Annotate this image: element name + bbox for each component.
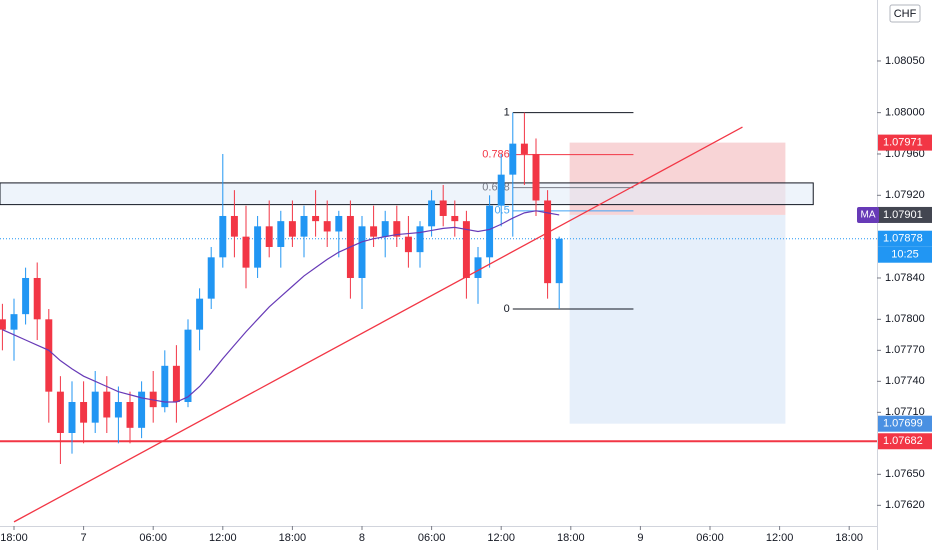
stop-price-label: 1.07971 (883, 137, 923, 149)
y-tick-label: 1.07710 (885, 406, 925, 418)
y-tick-label: 1.07960 (885, 148, 925, 160)
target-price-label-bg (878, 415, 932, 432)
candle-body (230, 215, 238, 237)
candle-body (10, 314, 18, 330)
x-tick-label: 8 (359, 532, 365, 544)
candle-body (381, 221, 389, 237)
candle-body (0, 319, 6, 330)
candle-body (288, 221, 296, 237)
x-tick-label: 18:00 (557, 532, 585, 544)
candle-body (80, 401, 88, 423)
candle-body (91, 391, 99, 423)
target-zone (569, 214, 786, 424)
candle-body (428, 200, 436, 227)
ma-badge: MA (861, 210, 876, 221)
candle-body (196, 298, 204, 330)
candle-body (404, 236, 412, 253)
x-tick-label: 18:00 (0, 532, 28, 544)
candle-body (462, 221, 470, 278)
candle-body (300, 215, 308, 237)
x-tick-label: 7 (81, 532, 87, 544)
candle-body (45, 319, 53, 392)
candle-body (277, 221, 285, 247)
candle-body (370, 226, 378, 237)
fib-label: 0.618 (482, 182, 510, 194)
candle-body (474, 257, 482, 278)
candle-body (138, 391, 146, 428)
y-tick-label: 1.07920 (885, 189, 925, 201)
axes: 1.08050 1.08000 1.07960 1.07920 1.07840 1.078… (0, 4, 932, 544)
currency-bg (889, 4, 921, 23)
x-tick-label: 9 (637, 532, 643, 544)
support-price-label-bg (878, 433, 932, 450)
candle-body (416, 226, 424, 253)
x-tick-label: 18:00 (835, 532, 863, 544)
x-tick-label: 06:00 (139, 532, 167, 544)
candle-body (68, 401, 76, 433)
support-price-label: 1.07682 (883, 435, 923, 447)
x-tick-label: 12:00 (487, 532, 515, 544)
countdown: 10:25 (891, 249, 919, 261)
candle-body (265, 226, 273, 247)
x-tick-label: 06:00 (418, 532, 446, 544)
y-tick-label: 1.07770 (885, 344, 925, 356)
candle-body (114, 401, 122, 418)
candle-body (33, 277, 41, 320)
candle-body (520, 143, 528, 154)
resistance-zone (0, 182, 814, 206)
x-tick-label: 06:00 (696, 532, 724, 544)
candle-body (439, 200, 447, 216)
candle-body (254, 226, 262, 268)
candle-body (56, 391, 64, 433)
candle-body (126, 401, 134, 428)
ma-line (2, 210, 560, 403)
candle-body (172, 365, 180, 402)
currency: CHF (894, 8, 917, 20)
x-tick-label: 12:00 (766, 532, 794, 544)
y-tick-label: 1.08050 (885, 55, 925, 67)
plot-area: 1 0.786 0.618 0.5 0 (0, 107, 877, 523)
candle-body (486, 205, 494, 258)
candle-body (335, 215, 343, 232)
candle-body (555, 238, 563, 284)
y-tick-label: 1.08000 (885, 107, 925, 119)
candle-body (312, 215, 320, 222)
candle-body (509, 143, 517, 175)
candle-body (22, 277, 30, 315)
fib-label: 0 (504, 303, 510, 315)
last-price-label-bg (878, 230, 932, 247)
candle-body (544, 200, 552, 284)
entry-price-label-bg (878, 206, 932, 223)
stop-price-label-bg (878, 134, 932, 151)
candle-body (358, 226, 366, 278)
x-tick-label: 18:00 (279, 532, 307, 544)
fib-label: 0.786 (482, 149, 510, 161)
candle-body (161, 365, 169, 408)
entry-price-label: 1.07901 (883, 209, 923, 221)
candle-body (451, 215, 459, 222)
candle-body (393, 221, 401, 237)
target-price-label: 1.07699 (883, 418, 923, 430)
fib-label: 0.5 (495, 205, 510, 217)
candle-body (207, 257, 215, 299)
y-tick-label: 1.07840 (885, 272, 925, 284)
candle-body (497, 174, 505, 206)
countdown-bg (878, 246, 932, 263)
y-tick-label: 1.07650 (885, 468, 925, 480)
y-tick-label: 1.07740 (885, 375, 925, 387)
fib-label: 1 (504, 107, 510, 119)
candle-body (242, 236, 250, 268)
candle-body (184, 329, 192, 402)
candle-body (323, 221, 331, 232)
y-tick-label: 1.07800 (885, 313, 925, 325)
y-tick-label: 1.07620 (885, 499, 925, 511)
candle-body (103, 391, 111, 418)
trendline (13, 126, 743, 523)
ma-badge-bg (857, 206, 879, 223)
candle-body (219, 215, 227, 258)
x-tick-label: 12:00 (209, 532, 237, 544)
candle-body (532, 153, 540, 201)
last-price-label: 1.07878 (883, 233, 923, 245)
